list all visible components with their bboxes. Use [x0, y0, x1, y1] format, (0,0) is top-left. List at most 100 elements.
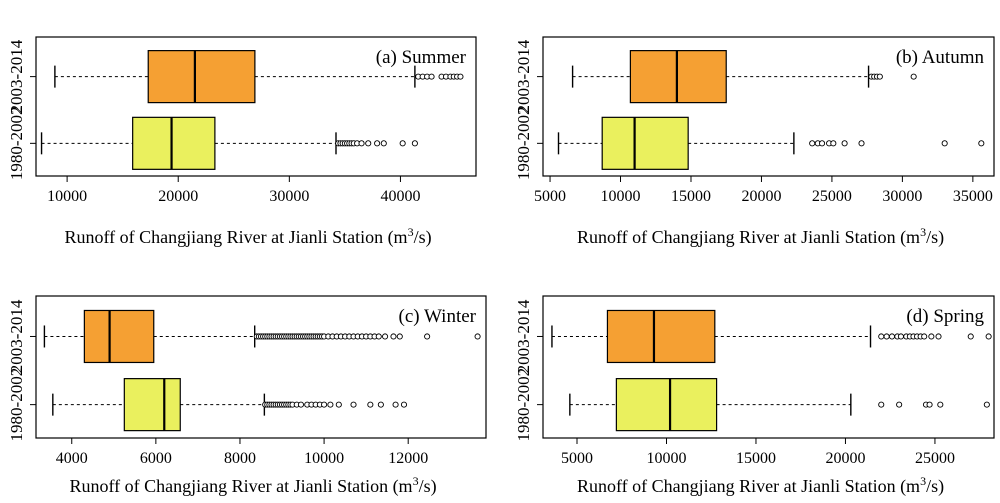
x-tick-label: 30000 [269, 188, 309, 205]
outlier-point [335, 401, 342, 408]
x-axis-label: Runoff of Changjiang River at Jianli Sta… [64, 225, 431, 248]
x-tick-label: 12000 [388, 450, 428, 467]
outlier-point [474, 333, 481, 340]
x-axis-label-superscript: 3 [413, 474, 419, 488]
x-axis-label-unit: /s) [926, 227, 944, 248]
box [606, 309, 716, 364]
outlier-point [897, 333, 904, 340]
outlier-point [928, 333, 935, 340]
outlier-point [926, 401, 933, 408]
outlier-point [327, 401, 334, 408]
box [132, 116, 216, 170]
outlier-point [937, 401, 944, 408]
x-tick-label: 5000 [561, 450, 593, 467]
x-tick-label: 40000 [380, 188, 420, 205]
outlier-point [809, 140, 816, 147]
outlier-point [878, 401, 885, 408]
outlier-point [876, 73, 883, 80]
x-tick-label: 15000 [671, 188, 711, 205]
outlier-point [910, 73, 917, 80]
x-tick-label: 25000 [812, 188, 852, 205]
outlier-point [375, 333, 382, 340]
outlier-point [411, 140, 418, 147]
x-axis-label-unit: /s) [926, 476, 944, 497]
outlier-point [941, 140, 948, 147]
outlier-point [399, 140, 406, 147]
outlier-point [841, 140, 848, 147]
outlier-point [424, 333, 431, 340]
outlier-point [365, 140, 372, 147]
outlier-point [400, 401, 408, 408]
category-label: 1980-2002 [514, 106, 533, 180]
x-tick-label: 8000 [224, 450, 256, 467]
x-tick-label: 4000 [56, 450, 88, 467]
x-axis-label-text: Runoff of Changjiang River at Jianli Sta… [69, 476, 412, 497]
outlier-point [967, 333, 974, 340]
outlier-point [350, 401, 357, 408]
outlier-point [457, 73, 464, 80]
x-tick-label: 20000 [741, 188, 781, 205]
outlier-point [896, 401, 903, 408]
x-axis-label-unit: /s) [419, 476, 437, 497]
category-label: 2003-2014 [514, 39, 533, 113]
outlier-point [428, 73, 435, 80]
outlier-point [921, 333, 928, 340]
box [147, 50, 256, 104]
x-axis-label: Runoff of Changjiang River at Jianli Sta… [69, 474, 436, 497]
x-tick-label: 15000 [736, 450, 776, 467]
outlier-point [878, 333, 885, 340]
x-axis-label-superscript: 3 [920, 474, 926, 488]
panel-title: (a) Summer [376, 47, 467, 68]
x-axis-label: Runoff of Changjiang River at Jianli Sta… [577, 474, 944, 497]
x-axis-label-superscript: 3 [920, 225, 926, 239]
x-axis-label-text: Runoff of Changjiang River at Jianli Sta… [577, 227, 920, 248]
x-axis-label-text: Runoff of Changjiang River at Jianli Sta… [64, 227, 407, 248]
outlier-point [985, 333, 992, 340]
plot-frame [35, 36, 477, 177]
x-tick-label: 30000 [882, 188, 922, 205]
outlier-point [367, 401, 374, 408]
plot-frame [542, 295, 995, 439]
box [83, 309, 155, 364]
outlier-point [321, 401, 328, 408]
x-tick-label: 25000 [915, 450, 955, 467]
box [629, 50, 727, 104]
category-label: 2003-2014 [7, 299, 26, 373]
x-tick-label: 5000 [534, 188, 566, 205]
outlier-point [830, 140, 837, 147]
outlier-point [858, 140, 865, 147]
x-tick-label: 10000 [47, 188, 87, 205]
outlier-point [377, 401, 384, 408]
outlier-point [358, 140, 365, 147]
outlier-point [935, 333, 942, 340]
outlier-point [390, 333, 397, 340]
x-tick-label: 10000 [304, 450, 344, 467]
x-tick-label: 20000 [158, 188, 198, 205]
box [123, 378, 181, 432]
category-label: 1980-2002 [514, 368, 533, 442]
box [615, 378, 718, 432]
outlier-point [819, 140, 826, 147]
box [601, 116, 689, 170]
category-label: 2003-2014 [7, 39, 26, 113]
panel-title: (d) Spring [906, 306, 984, 327]
outlier-point [392, 401, 399, 408]
outlier-point [883, 333, 890, 340]
x-tick-label: 10000 [601, 188, 641, 205]
plot-frame [35, 295, 487, 439]
x-tick-label: 6000 [140, 450, 172, 467]
x-tick-label: 20000 [825, 450, 865, 467]
panel-title: (b) Autumn [896, 47, 985, 68]
outlier-point [380, 140, 387, 147]
outlier-point [374, 140, 381, 147]
x-tick-label: 10000 [646, 450, 686, 467]
x-axis-label-text: Runoff of Changjiang River at Jianli Sta… [577, 476, 920, 497]
outlier-point [382, 333, 389, 340]
plot-frame [542, 36, 995, 177]
category-label: 2003-2014 [514, 299, 533, 373]
x-axis-label-unit: /s) [414, 227, 432, 248]
x-axis-label: Runoff of Changjiang River at Jianli Sta… [577, 225, 944, 248]
x-tick-label: 35000 [953, 188, 993, 205]
